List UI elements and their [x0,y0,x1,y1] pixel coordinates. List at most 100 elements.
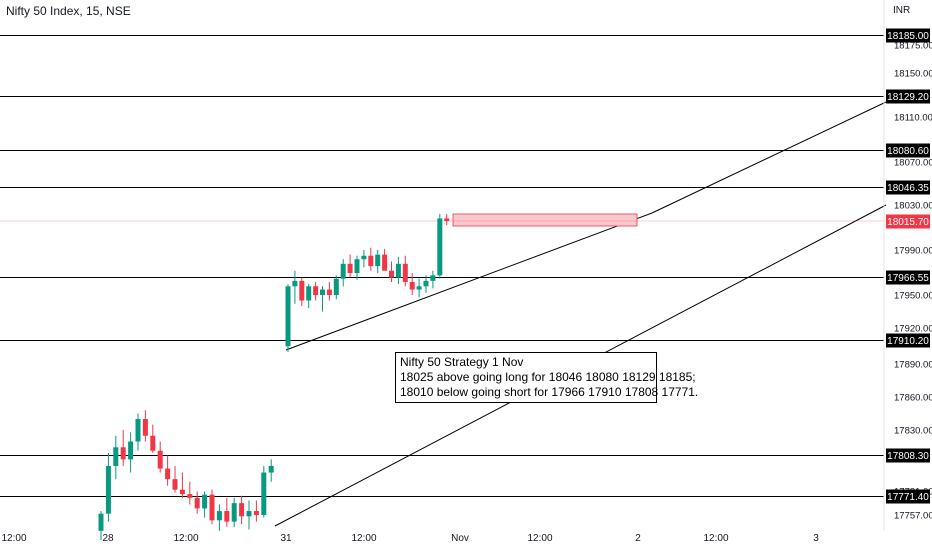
last-price-label: 18015.70 [886,214,930,229]
price-tick-label: 17990.00 [894,246,932,257]
last-price-text: 18015.70 [887,217,929,228]
candle [135,413,141,451]
candle [216,504,222,531]
candle [292,270,298,304]
candle [375,250,381,274]
candle [142,410,148,442]
time-tick-label: 2 [635,533,641,544]
level-price-label: 18129.20 [886,89,930,104]
candle [347,254,353,278]
time-axis[interactable]: 12:00 28 12:00 31 12:00 Nov 12:00 2 12:00 3 [1,533,819,544]
price-tick-label: 18070.00 [894,158,932,169]
trendline-upper-long [651,101,887,214]
candle [430,270,436,289]
candle [409,273,415,295]
candle [179,472,185,498]
candle [382,248,388,271]
level-price-text: 17808.30 [887,451,929,462]
candle [268,459,274,482]
candlesticks [98,213,450,541]
candle [437,213,443,279]
price-tick-label: 18110.00 [894,113,932,124]
candle [194,491,200,514]
strategy-note-line2: 18025 above going long for 18046 18080 1… [400,370,696,384]
level-price-label: 18046.35 [886,180,930,195]
candle [231,497,237,527]
strategy-note-line1: Nifty 50 Strategy 1 Nov [400,355,524,369]
candle [253,500,259,522]
candle [202,491,208,518]
candle [320,286,325,312]
candle [368,247,374,271]
strategy-note[interactable]: Nifty 50 Strategy 1 Nov 18025 above goin… [395,352,699,403]
price-tick-label: 17950.00 [894,291,932,302]
sell-zone-rectangle [452,213,638,227]
time-tick-label: 31 [280,533,292,544]
trendline-lower-31 [285,212,653,351]
level-price-text: 18185.00 [887,31,929,42]
level-price-label: 17771.40 [886,489,930,504]
candle [416,278,422,298]
time-tick-label: 12:00 [703,533,728,544]
price-tick-label: 18030.00 [894,201,932,212]
candle [246,500,252,530]
time-tick-label: Nov [451,533,469,544]
candle [172,465,178,493]
candle [285,284,291,353]
level-price-text: 17966.55 [887,273,929,284]
candle [187,481,193,505]
level-price-label: 17808.30 [886,448,930,463]
candle [444,213,450,226]
candle [340,259,346,287]
candle [224,497,230,527]
candle [326,281,332,301]
time-tick-label: 12:00 [1,533,26,544]
candle [354,255,360,280]
time-tick-label: 3 [813,533,819,544]
level-price-labels: 18185.00 18129.20 18080.60 18046.35 17966.55… [886,28,930,504]
level-price-label: 18185.00 [886,28,930,43]
candle [128,432,134,473]
price-tick-label: 17757.00 [894,511,932,522]
candle [389,261,394,282]
candle [165,455,171,486]
time-tick-label: 12:00 [527,533,552,544]
level-price-text: 18129.20 [887,92,929,103]
currency-label[interactable]: INR [893,5,911,16]
time-tick-label: 12:00 [351,533,376,544]
candle [98,511,104,541]
level-price-text: 17771.40 [887,492,929,503]
price-tick-label: 17890.00 [894,360,932,371]
candle [402,255,408,287]
level-price-label: 17910.20 [886,333,930,348]
candle [209,489,215,525]
level-price-label: 18080.60 [886,143,930,158]
horizontal-levels [0,35,884,497]
candle [157,441,163,473]
symbol-title: Nifty 50 Index, 15, NSE [6,4,131,18]
candle [239,495,245,525]
strategy-note-line3: 18010 below going short for 17966 17910 … [400,385,699,399]
time-tick-label: 12:00 [173,533,198,544]
candle [361,250,367,268]
candle [395,256,401,285]
time-tick-label: 28 [102,533,114,544]
price-tick-label: 17860.00 [894,393,932,404]
price-tick-label: 18150.00 [894,69,932,80]
level-price-text: 18046.35 [887,183,929,194]
candle [120,430,126,466]
level-price-text: 17910.20 [887,336,929,347]
trend-lines [274,101,887,527]
candle [423,275,429,293]
candle [261,465,267,518]
level-price-text: 18080.60 [887,146,929,157]
level-price-label: 17966.55 [886,270,930,285]
candle [333,275,339,300]
candle [313,281,319,301]
price-tick-label: 18175.00 [894,41,932,52]
candle [306,284,312,309]
price-tick-label: 17920.00 [894,324,932,335]
price-tick-label: 17830.00 [894,426,932,437]
candle [299,277,305,306]
